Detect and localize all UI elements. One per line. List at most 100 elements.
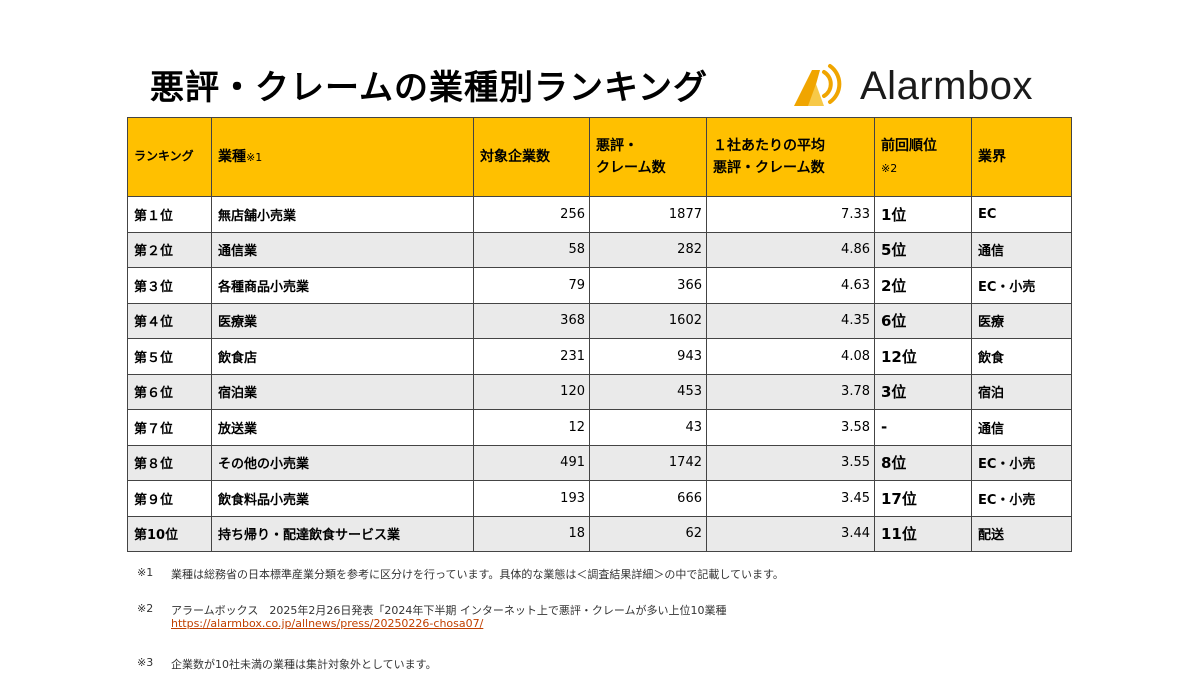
cell-sector: 配送: [971, 515, 1072, 552]
logo-text: Alarmbox: [860, 64, 1033, 108]
cell-average: 4.86: [706, 231, 875, 268]
cell-complaints: 1877: [589, 196, 707, 233]
cell-previous-rank: -: [874, 409, 972, 446]
cell-companies: 18: [473, 515, 590, 552]
cell-sector: EC・小売: [971, 444, 1072, 481]
cell-average: 7.33: [706, 196, 875, 233]
header-average: １社あたりの平均 悪評・クレーム数: [706, 117, 875, 197]
cell-industry: 通信業: [211, 231, 474, 268]
alarmbox-logo: Alarmbox: [790, 62, 1033, 110]
cell-rank: 第３位: [127, 267, 212, 304]
cell-average: 4.08: [706, 338, 875, 375]
header-complaints: 悪評・ クレーム数: [589, 117, 707, 197]
cell-industry: 宿泊業: [211, 373, 474, 410]
cell-industry: 放送業: [211, 409, 474, 446]
cell-previous-rank: 1位: [874, 196, 972, 233]
cell-rank: 第４位: [127, 302, 212, 339]
press-release-link[interactable]: https://alarmbox.co.jp/allnews/press/202…: [171, 617, 484, 630]
cell-sector: 通信: [971, 231, 1072, 268]
table-row: 第２位 通信業 58 282 4.86 5位 通信: [127, 231, 1072, 268]
table-row: 第３位 各種商品小売業 79 366 4.63 2位 EC・小売: [127, 267, 1072, 304]
footnote-3-mark: ※3: [137, 656, 154, 669]
cell-rank: 第５位: [127, 338, 212, 375]
cell-sector: 飲食: [971, 338, 1072, 375]
footnote-2-mark: ※2: [137, 602, 154, 615]
cell-complaints: 282: [589, 231, 707, 268]
header-companies: 対象企業数: [473, 117, 590, 197]
footnote-1-text: 業種は総務省の日本標準産業分類を参考に区分けを行っています。具体的な業態は＜調査…: [171, 568, 784, 581]
cell-industry: その他の小売業: [211, 444, 474, 481]
table-row: 第９位 飲食料品小売業 193 666 3.45 17位 EC・小売: [127, 480, 1072, 517]
cell-complaints: 1742: [589, 444, 707, 481]
header-previous-rank: 前回順位 ※2: [874, 117, 972, 197]
cell-companies: 491: [473, 444, 590, 481]
cell-complaints: 62: [589, 515, 707, 552]
table-row: 第７位 放送業 12 43 3.58 - 通信: [127, 409, 1072, 446]
cell-companies: 193: [473, 480, 590, 517]
cell-complaints: 943: [589, 338, 707, 375]
footnote-3-text: 企業数が10社未満の業種は集計対象外としています。: [171, 658, 437, 671]
cell-sector: EC: [971, 196, 1072, 233]
cell-average: 3.45: [706, 480, 875, 517]
cell-industry: 無店舗小売業: [211, 196, 474, 233]
cell-companies: 58: [473, 231, 590, 268]
cell-companies: 231: [473, 338, 590, 375]
cell-companies: 12: [473, 409, 590, 446]
cell-rank: 第10位: [127, 515, 212, 552]
cell-average: 3.58: [706, 409, 875, 446]
cell-complaints: 43: [589, 409, 707, 446]
header-rank: ランキング: [127, 117, 212, 197]
cell-previous-rank: 11位: [874, 515, 972, 552]
cell-sector: 宿泊: [971, 373, 1072, 410]
cell-rank: 第１位: [127, 196, 212, 233]
cell-average: 3.44: [706, 515, 875, 552]
ranking-table: ランキング 業種※1 対象企業数 悪評・ クレーム数 １社あたりの平均 悪評・クレー…: [127, 117, 1072, 552]
cell-companies: 256: [473, 196, 590, 233]
cell-industry: 飲食料品小売業: [211, 480, 474, 517]
cell-sector: EC・小売: [971, 480, 1072, 517]
cell-sector: EC・小売: [971, 267, 1072, 304]
cell-rank: 第２位: [127, 231, 212, 268]
footnote-2-text: アラームボックス 2025年2月26日発表「2024年下半期 インターネット上で…: [171, 604, 727, 617]
table-row: 第４位 医療業 368 1602 4.35 6位 医療: [127, 302, 1072, 339]
cell-companies: 368: [473, 302, 590, 339]
cell-previous-rank: 3位: [874, 373, 972, 410]
cell-sector: 通信: [971, 409, 1072, 446]
cell-previous-rank: 5位: [874, 231, 972, 268]
cell-industry: 持ち帰り・配達飲食サービス業: [211, 515, 474, 552]
footnote-1-mark: ※1: [137, 566, 154, 579]
footnote-2: ※2 アラームボックス 2025年2月26日発表「2024年下半期 インターネッ…: [137, 602, 726, 618]
table-row: 第５位 飲食店 231 943 4.08 12位 飲食: [127, 338, 1072, 375]
header-average-line2: 悪評・クレーム数: [713, 160, 825, 176]
cell-rank: 第９位: [127, 480, 212, 517]
page-title: 悪評・クレームの業種別ランキング: [150, 68, 708, 108]
alarmbox-logo-icon: [794, 64, 842, 106]
table-row: 第６位 宿泊業 120 453 3.78 3位 宿泊: [127, 373, 1072, 410]
cell-rank: 第６位: [127, 373, 212, 410]
cell-previous-rank: 2位: [874, 267, 972, 304]
cell-industry: 飲食店: [211, 338, 474, 375]
cell-complaints: 366: [589, 267, 707, 304]
header-sector: 業界: [971, 117, 1072, 197]
footnote-3: ※3 企業数が10社未満の業種は集計対象外としています。: [137, 656, 437, 672]
header-industry: 業種※1: [211, 117, 474, 197]
cell-rank: 第８位: [127, 444, 212, 481]
cell-companies: 120: [473, 373, 590, 410]
cell-complaints: 666: [589, 480, 707, 517]
header-previous-note: ※2: [881, 162, 898, 175]
table-row: 第10位 持ち帰り・配達飲食サービス業 18 62 3.44 11位 配送: [127, 515, 1072, 552]
header-industry-label: 業種: [218, 148, 246, 165]
cell-companies: 79: [473, 267, 590, 304]
cell-average: 4.35: [706, 302, 875, 339]
cell-industry: 医療業: [211, 302, 474, 339]
cell-average: 3.55: [706, 444, 875, 481]
cell-previous-rank: 6位: [874, 302, 972, 339]
header-average-line1: １社あたりの平均: [713, 137, 825, 154]
cell-complaints: 453: [589, 373, 707, 410]
table-row: 第８位 その他の小売業 491 1742 3.55 8位 EC・小売: [127, 444, 1072, 481]
cell-average: 4.63: [706, 267, 875, 304]
cell-complaints: 1602: [589, 302, 707, 339]
header-complaints-line2: クレーム数: [596, 160, 666, 176]
cell-rank: 第７位: [127, 409, 212, 446]
footnote-1: ※1 業種は総務省の日本標準産業分類を参考に区分けを行っています。具体的な業態は…: [137, 566, 784, 582]
